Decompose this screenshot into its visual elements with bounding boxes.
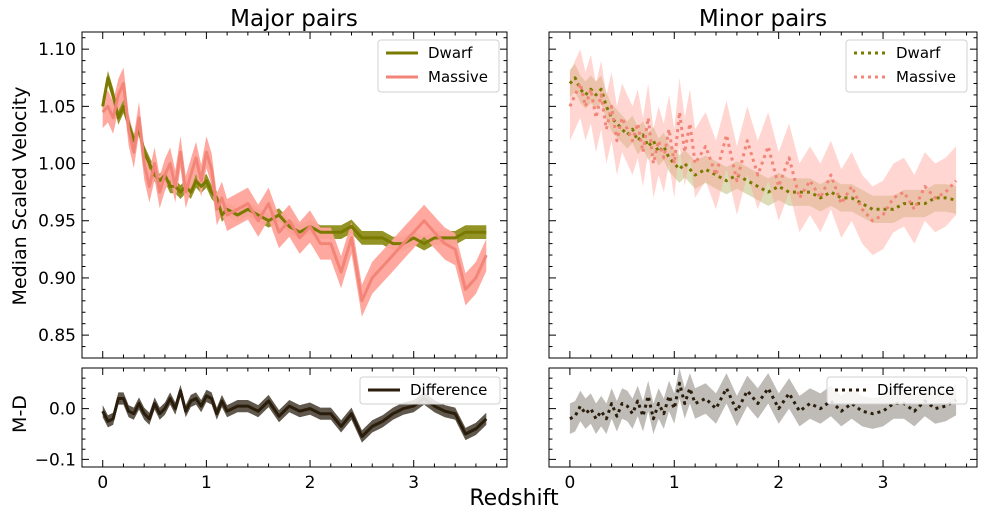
ylabel-main: Median Scaled Velocity xyxy=(9,87,31,306)
legend-box xyxy=(826,376,968,405)
legend-major-diff: Difference xyxy=(359,376,501,405)
ylabel-diff: M-D xyxy=(9,395,31,433)
legend-label-massive: Massive xyxy=(896,68,956,86)
y-tick-label: 1.10 xyxy=(38,40,76,60)
panel-frame xyxy=(548,31,978,359)
line-difference xyxy=(101,389,488,438)
plot-area-major-main xyxy=(101,67,488,317)
band-difference xyxy=(569,368,957,434)
x-tick-label: 2 xyxy=(773,473,784,493)
panel-frame xyxy=(81,31,508,359)
y-tick-label: 0.85 xyxy=(38,326,76,346)
line-massive xyxy=(101,82,488,303)
band-difference xyxy=(102,384,487,443)
x-tick-label: 1 xyxy=(201,473,212,493)
legend-label-massive: Massive xyxy=(428,68,488,86)
line-dwarf xyxy=(568,76,957,211)
y-tick-label: 0.0 xyxy=(49,400,76,420)
x-tick-label: 3 xyxy=(408,473,419,493)
legend-label-dwarf: Dwarf xyxy=(896,44,941,62)
xlabel-redshift: Redshift xyxy=(469,486,559,511)
plot-area-minor-diff xyxy=(569,368,957,434)
panel-frame xyxy=(548,367,978,468)
y-tick-label: 1.00 xyxy=(38,155,76,175)
panel-major-main: 0.85 0.90 0.95 1.00 1.05 1.10 Dwarf Massive xyxy=(38,31,508,359)
plot-area-minor-main xyxy=(568,49,958,256)
panels: 0.850.900.951.001.051.10 DwarfMassiveDwar… xyxy=(35,31,978,493)
x-tick-label: 2 xyxy=(305,473,316,493)
plot-area-major-diff xyxy=(101,384,488,443)
legend-label-dwarf: Dwarf xyxy=(428,44,473,62)
x-tick-label: 1 xyxy=(669,473,680,493)
legend-label-difference: Difference xyxy=(410,381,487,399)
x-tick-label: 0 xyxy=(97,473,108,493)
title-major-pairs: Major pairs xyxy=(230,6,358,32)
panel-minor-main: Dwarf Massive xyxy=(548,31,978,359)
legend-minor-main: Dwarf Massive xyxy=(845,39,968,93)
legend-minor-diff: Difference xyxy=(826,376,968,405)
legend-box xyxy=(359,376,501,405)
y-tick-label: 0.95 xyxy=(38,212,76,232)
y-tick-label: 0.90 xyxy=(38,269,76,289)
x-tick-label: 3 xyxy=(878,473,889,493)
legend-major-main: Dwarf Massive xyxy=(377,39,500,93)
title-minor-pairs: Minor pairs xyxy=(699,6,827,32)
y-tick-label: 1.05 xyxy=(38,97,76,117)
panel-major-diff: 0 1 2 3 −0.1 0.0 Difference xyxy=(35,367,508,493)
x-tick-label: 0 xyxy=(564,473,575,493)
line-difference xyxy=(569,381,957,421)
panel-frame xyxy=(81,367,508,468)
panel-minor-diff: 0 1 2 3 Difference xyxy=(548,367,978,493)
y-tick-label: −0.1 xyxy=(35,450,76,470)
legend-label-difference: Difference xyxy=(877,381,954,399)
line-massive xyxy=(568,82,958,223)
band-massive xyxy=(102,67,487,317)
